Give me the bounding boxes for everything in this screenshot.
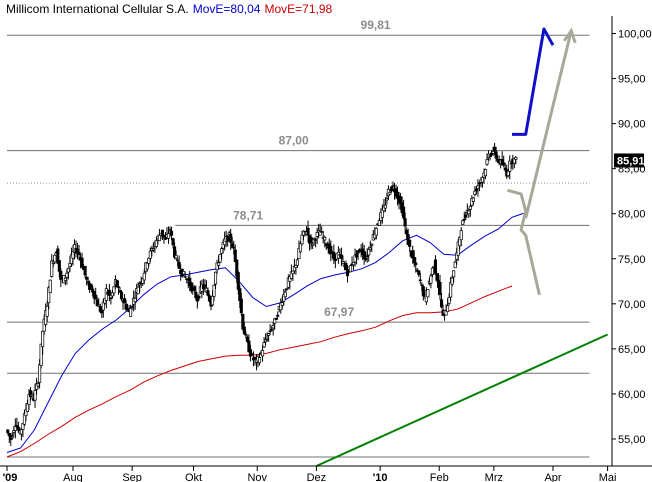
x-tick-label: Sep: [122, 472, 142, 482]
candle: [417, 269, 421, 277]
candle: [464, 211, 468, 220]
candle: [183, 271, 187, 278]
x-tick-label: Okt: [185, 472, 202, 482]
candle: [207, 293, 212, 303]
candle: [461, 219, 465, 225]
y-tick-label: 65,00: [618, 344, 646, 356]
forecast-arrows: [507, 27, 577, 296]
candle: [483, 168, 488, 180]
candle: [119, 289, 124, 301]
candle: [197, 293, 201, 301]
candle: [276, 311, 280, 319]
y-tick-label: 80,00: [618, 209, 646, 221]
candle: [274, 317, 278, 321]
candle: [356, 250, 360, 260]
candle: [45, 300, 49, 322]
trendline: [315, 333, 609, 467]
forecast-down-arrow: [507, 188, 541, 296]
candle: [48, 279, 52, 294]
candle: [133, 291, 137, 310]
x-tick-label: Dez: [307, 472, 327, 482]
candle: [471, 196, 475, 206]
candle: [182, 271, 186, 275]
forecast-alt-up-arrow: [524, 30, 573, 219]
level-label: 67,97: [324, 305, 354, 319]
y-tick-label: 95,00: [618, 74, 646, 86]
candle: [257, 352, 262, 366]
level-label: 87,00: [279, 134, 309, 148]
level-annotations: 99,81 87,00 78,71 67,97: [233, 18, 391, 319]
forecast-up-arrow: [512, 27, 555, 136]
candle: [388, 191, 392, 195]
trendline-group: [315, 333, 609, 467]
candle: [226, 235, 230, 247]
candle: [39, 343, 43, 369]
last-value-label: 85,91: [617, 155, 645, 167]
chart-title: Millicom International Cellular S.A. MovE…: [6, 2, 333, 16]
candle: [452, 270, 456, 283]
level-label: 78,71: [233, 208, 263, 222]
x-tick-label: Aug: [63, 472, 83, 482]
candle: [374, 227, 378, 240]
y-tick-label: 60,00: [618, 389, 646, 401]
candle: [426, 289, 430, 298]
candle: [10, 432, 14, 440]
x-tick-label: '09: [3, 472, 18, 482]
candle: [370, 242, 374, 253]
candle: [142, 269, 146, 285]
candle: [174, 250, 178, 260]
candle: [468, 204, 472, 217]
x-tick-label: Mai: [599, 472, 617, 482]
candle: [433, 255, 438, 275]
candlesticks: [6, 142, 518, 446]
candle: [514, 155, 518, 165]
candle: [218, 253, 222, 264]
candle: [438, 274, 442, 301]
candle: [418, 272, 422, 284]
candle: [295, 258, 299, 268]
x-tick-label: Feb: [430, 472, 449, 482]
title-ma1-label: MovE=80,04: [193, 2, 261, 16]
candle: [283, 289, 287, 299]
y-tick-label: 70,00: [618, 299, 646, 311]
candle: [439, 293, 444, 309]
candle: [348, 264, 353, 273]
candle: [83, 265, 87, 279]
forecast-alt-arrowhead: [562, 27, 577, 44]
candle: [408, 239, 412, 252]
candle: [309, 234, 313, 250]
candle: [453, 260, 457, 269]
candle: [239, 292, 243, 316]
title-security-name: Millicom International Cellular S.A.: [6, 2, 189, 16]
candle: [329, 240, 333, 262]
y-tick-label: 100,00: [618, 29, 652, 41]
candle: [285, 288, 289, 292]
candle: [429, 273, 433, 289]
y-tick-label: 75,00: [618, 254, 646, 266]
horizontal-levels: [7, 34, 590, 458]
x-tick-label: Mrz: [485, 472, 503, 482]
candle: [53, 253, 57, 265]
level-label: 99,81: [361, 18, 391, 32]
x-tick-label: '10: [373, 472, 388, 482]
candle: [206, 287, 210, 297]
candle: [170, 226, 174, 241]
axes: 55,0060,0065,0070,0075,0080,0085,0090,00…: [0, 16, 652, 482]
candle: [212, 284, 216, 302]
candle: [112, 285, 116, 297]
candle: [459, 227, 463, 247]
y-tick-label: 55,00: [618, 434, 646, 446]
y-tick-label: 90,00: [618, 119, 646, 131]
candle: [50, 254, 54, 278]
title-ma2-label: MovE=71,98: [264, 2, 332, 16]
last-value-box: [614, 153, 644, 168]
x-tick-label: Nov: [247, 472, 267, 482]
candle: [213, 271, 218, 289]
ma1-line: [6, 212, 524, 453]
candle: [261, 345, 265, 362]
x-tick-label: Apr: [544, 472, 561, 482]
